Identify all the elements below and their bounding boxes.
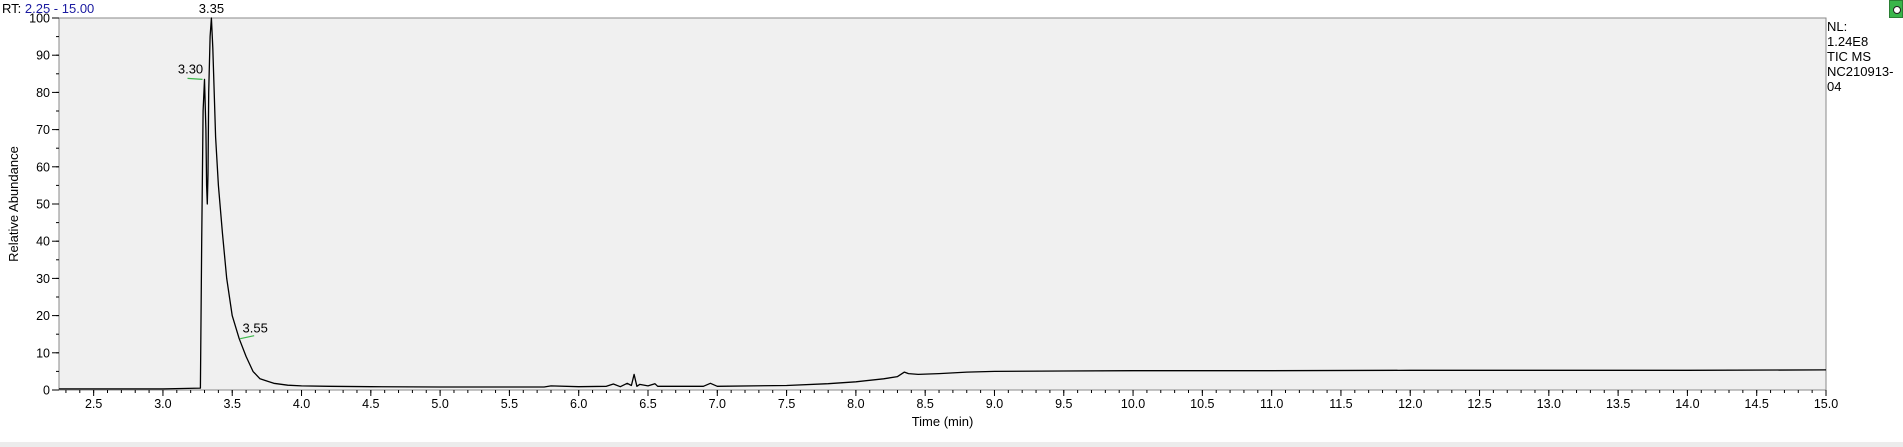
x-tick-label: 9.5 bbox=[1055, 397, 1072, 411]
y-tick-label: 40 bbox=[36, 235, 50, 249]
peak-annotations: 3.35 3.30 3.55 bbox=[178, 1, 268, 340]
y-tick-label: 0 bbox=[43, 384, 50, 398]
y-tick-label: 30 bbox=[36, 272, 50, 286]
x-tick-label: 9.0 bbox=[986, 397, 1003, 411]
scrollbar-strip bbox=[0, 442, 1903, 447]
x-tick-label: 14.0 bbox=[1675, 397, 1699, 411]
nl-value: 1.24E8 bbox=[1827, 34, 1869, 49]
rt-range-value: 2.25 - 15.00 bbox=[24, 1, 95, 16]
peak-label: 3.35 bbox=[199, 1, 224, 16]
y-tick-label: 50 bbox=[36, 198, 50, 212]
y-tick-label: 100 bbox=[29, 12, 50, 26]
x-tick-label: 3.0 bbox=[154, 397, 171, 411]
y-tick-label: 10 bbox=[36, 346, 50, 360]
y-tick-label: 90 bbox=[36, 49, 50, 63]
y-tick-label: 70 bbox=[36, 123, 50, 137]
trace-info-panel: NL: 1.24E8 TIC MS NC210913- 04 bbox=[1827, 19, 1894, 94]
x-tick-label: 4.0 bbox=[293, 397, 310, 411]
axis-ticks: 2.5 3.0 3.5 4.0 4.5 5.0 5.5 6.0 6.5 7.0 7.5 8.0 8.5 9… bbox=[29, 12, 1838, 412]
x-tick-label: 15.0 bbox=[1814, 397, 1838, 411]
x-tick-label: 5.5 bbox=[501, 397, 518, 411]
peak-marker bbox=[187, 77, 203, 80]
y-tick-label: 20 bbox=[36, 309, 50, 323]
x-tick-label: 10.0 bbox=[1121, 397, 1145, 411]
scan-type: TIC MS bbox=[1827, 49, 1872, 64]
peak-label: 3.55 bbox=[243, 321, 268, 336]
rt-label: RT: bbox=[2, 1, 22, 16]
tic-trace bbox=[59, 17, 1827, 390]
y-tick-label: 60 bbox=[36, 160, 50, 174]
peak-label: 3.30 bbox=[178, 61, 203, 76]
x-tick-label: 4.5 bbox=[362, 397, 379, 411]
pin-icon[interactable] bbox=[1889, 0, 1903, 18]
x-axis-title: Time (min) bbox=[912, 414, 974, 429]
trace-layer bbox=[59, 17, 1827, 390]
x-tick-label: 6.5 bbox=[639, 397, 656, 411]
x-tick-label: 6.0 bbox=[570, 397, 587, 411]
x-tick-label: 11.5 bbox=[1329, 397, 1352, 411]
rt-range-header: RT: 2.25 - 15.00 bbox=[2, 1, 94, 16]
x-tick-label: 12.0 bbox=[1398, 397, 1422, 411]
peak-marker bbox=[240, 335, 255, 340]
x-tick-label: 8.0 bbox=[847, 397, 864, 411]
y-axis-title: Relative Abundance bbox=[6, 146, 21, 262]
nl-label: NL: bbox=[1827, 19, 1848, 34]
x-tick-label: 10.5 bbox=[1190, 397, 1214, 411]
x-tick-label: 5.0 bbox=[431, 397, 448, 411]
x-tick-label: 14.5 bbox=[1745, 397, 1769, 411]
x-tick-label: 11.0 bbox=[1260, 397, 1283, 411]
x-tick-label: 13.0 bbox=[1537, 397, 1561, 411]
x-tick-label: 2.5 bbox=[85, 397, 102, 411]
x-tick-label: 7.0 bbox=[709, 397, 726, 411]
x-tick-label: 7.5 bbox=[778, 397, 795, 411]
plot-area bbox=[58, 17, 1827, 391]
x-tick-label: 12.5 bbox=[1467, 397, 1491, 411]
sample-name-line1: NC210913- bbox=[1827, 64, 1894, 79]
y-tick-label: 80 bbox=[36, 86, 50, 100]
x-tick-label: 3.5 bbox=[224, 397, 241, 411]
sample-name-line2: 04 bbox=[1827, 79, 1842, 94]
x-tick-label: 13.5 bbox=[1606, 397, 1630, 411]
x-tick-label: 8.5 bbox=[916, 397, 933, 411]
